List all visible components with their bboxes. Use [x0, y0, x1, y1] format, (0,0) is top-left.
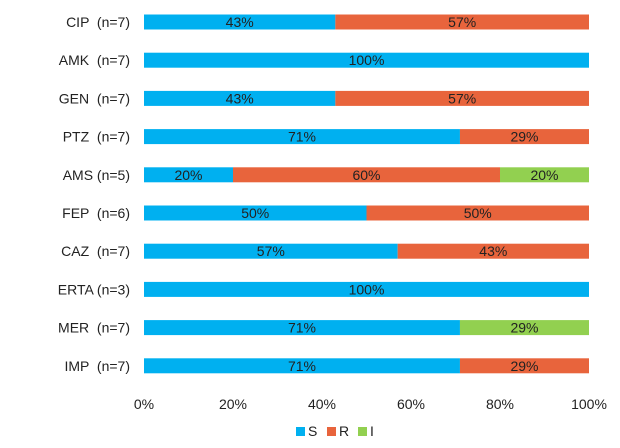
category-label: AMK (n=7): [59, 52, 130, 68]
x-tick-label: 40%: [308, 396, 336, 412]
data-label: 43%: [226, 14, 254, 30]
bar-segment-s: [144, 52, 589, 68]
bar-segment-s: [144, 90, 336, 106]
category-label: PTZ (n=7): [63, 129, 130, 145]
bars-layer: 43% 57% 100% 43% 57% 71% 29% 20% 60% 20% 50% 50% 57%…: [144, 14, 589, 374]
bar-segment-s: [144, 205, 367, 221]
bar-segment-r: [459, 358, 589, 374]
legend-label: R: [339, 423, 349, 439]
bar-segment-i: [459, 320, 589, 336]
data-label: 100%: [349, 281, 385, 297]
data-label: 20%: [530, 167, 558, 183]
data-label: 29%: [510, 358, 538, 374]
data-label: 71%: [288, 129, 316, 145]
data-label: 60%: [352, 167, 380, 183]
data-label: 29%: [510, 129, 538, 145]
category-label: ERTA (n=3): [58, 281, 130, 297]
x-axis-ticks: 0% 20% 40% 60% 80% 100%: [134, 396, 607, 412]
data-label: 57%: [257, 243, 285, 259]
legend-label: I: [370, 423, 374, 439]
legend-label: S: [308, 423, 317, 439]
bar-segment-s: [144, 281, 589, 297]
category-label: CAZ (n=7): [61, 243, 130, 259]
x-tick-label: 100%: [571, 396, 607, 412]
data-label: 43%: [226, 90, 254, 106]
x-tick-label: 60%: [397, 396, 425, 412]
data-label: 50%: [241, 205, 269, 221]
bar-segment-r: [459, 129, 589, 145]
legend-swatch-s: [296, 427, 305, 436]
bar-segment-r: [366, 205, 589, 221]
x-tick-label: 80%: [486, 396, 514, 412]
category-label: IMP (n=7): [65, 358, 131, 374]
bar-segment-r: [335, 14, 589, 30]
bar-segment-i: [500, 167, 589, 183]
category-label: AMS (n=5): [63, 167, 130, 183]
x-tick-label: 20%: [219, 396, 247, 412]
data-label: 100%: [349, 52, 385, 68]
bar-segment-s: [144, 129, 460, 145]
x-tick-label: 0%: [134, 396, 154, 412]
legend-swatch-i: [358, 427, 367, 436]
data-label: 71%: [288, 358, 316, 374]
category-label: GEN (n=7): [59, 90, 130, 106]
data-label: 20%: [174, 167, 202, 183]
bar-segment-s: [144, 243, 398, 259]
bar-segment-s: [144, 358, 460, 374]
data-label: 71%: [288, 320, 316, 336]
category-label: FEP (n=6): [62, 205, 130, 221]
data-label: 29%: [510, 320, 538, 336]
bar-segment-r: [233, 167, 500, 183]
data-label: 50%: [464, 205, 492, 221]
legend-swatch-r: [327, 427, 336, 436]
bar-segment-r: [335, 90, 589, 106]
data-label: 43%: [479, 243, 507, 259]
bar-segment-s: [144, 320, 460, 336]
category-labels: CIP (n=7) AMK (n=7) GEN (n=7) PTZ (n=7) AMS …: [58, 14, 130, 374]
bar-segment-r: [397, 243, 589, 259]
bar-segment-s: [144, 167, 233, 183]
category-label: MER (n=7): [58, 320, 130, 336]
bar-segment-s: [144, 14, 336, 30]
data-label: 57%: [448, 90, 476, 106]
category-label: CIP (n=7): [66, 14, 130, 30]
data-label: 57%: [448, 14, 476, 30]
